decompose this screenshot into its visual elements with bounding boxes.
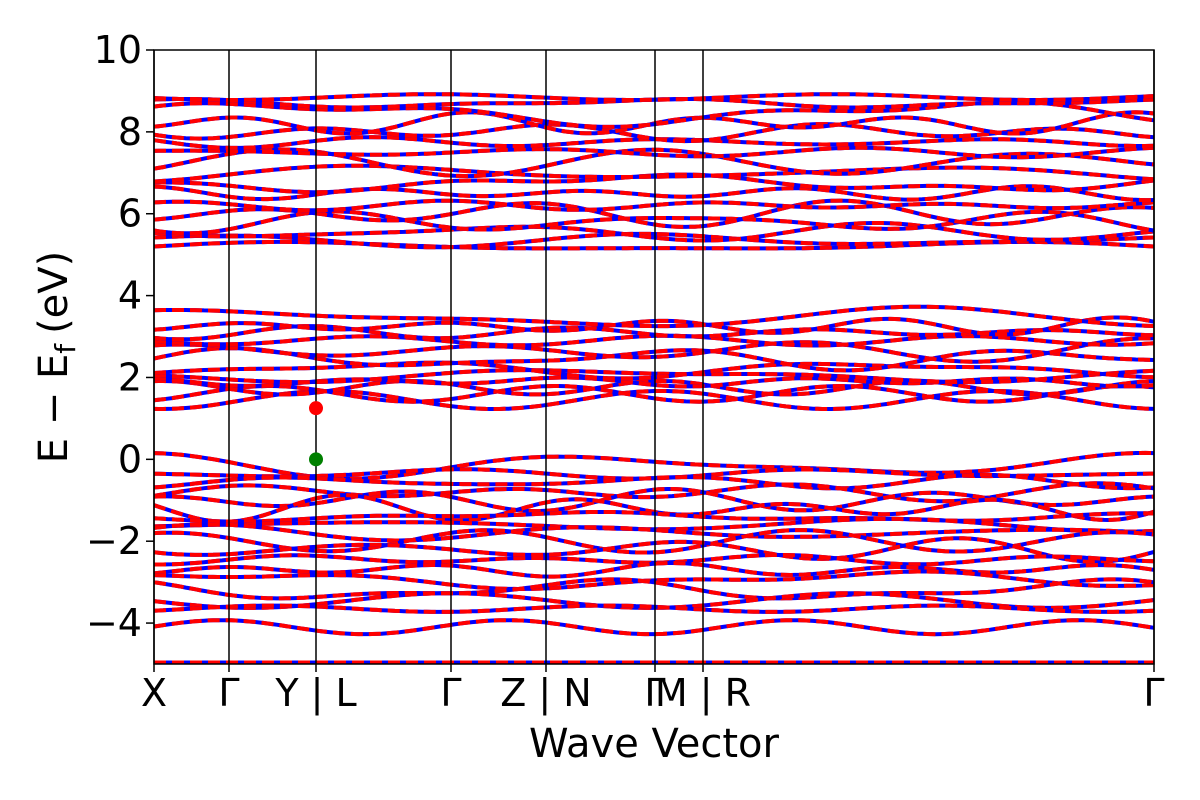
band-spin-down	[154, 553, 1155, 567]
band-spin-up	[153, 360, 1155, 381]
x-tick-label: X	[141, 671, 167, 715]
band-spin-down	[153, 97, 1155, 110]
band-spin-down	[153, 315, 1155, 337]
y-axis-label-unit: (eV)	[31, 251, 77, 334]
band-spin-down	[153, 591, 1155, 610]
band-spin-down	[153, 92, 1155, 102]
y-axis-label: E − Ef (eV)	[31, 251, 82, 464]
plot-frame	[153, 49, 1155, 665]
band-spin-down	[153, 145, 1155, 160]
band-spin-down	[153, 304, 1155, 329]
band-spin-down	[153, 333, 1155, 348]
band-spin-down	[153, 163, 1155, 184]
band-spin-down	[153, 561, 1155, 579]
marker-vbm	[309, 452, 323, 467]
y-tick-label: 0	[118, 437, 142, 481]
y-axis-ticks: −4 −2 0 2 4 6 8 10	[86, 28, 154, 645]
band-spin-down	[153, 510, 1155, 524]
band-spin-down	[153, 528, 1155, 555]
band-spin-down	[153, 618, 1155, 637]
band-spin-down	[153, 135, 1155, 150]
marker-cbm	[309, 401, 323, 416]
band-spin-down	[153, 577, 1155, 601]
band-spin-down	[153, 569, 1155, 591]
y-tick-label: 4	[118, 274, 142, 318]
band-spin-down	[153, 336, 1154, 364]
band-spin-down	[153, 198, 1155, 229]
x-tick-label: Z | N	[500, 671, 591, 716]
y-axis-label-sub: f	[49, 343, 82, 354]
x-tick-label: Γ	[218, 671, 239, 715]
band-spin-down	[154, 172, 1155, 195]
band-spin-down	[153, 346, 1155, 373]
y-tick-label: 2	[118, 355, 142, 399]
y-axis-label-main: E − E	[31, 354, 77, 464]
band-spin-down	[153, 122, 1155, 144]
y-tick-label: 10	[94, 28, 142, 72]
band-spin-down	[153, 603, 1155, 614]
markers-layer	[309, 401, 323, 467]
band-spin-down	[153, 360, 1155, 381]
band-spin-down	[153, 536, 1155, 564]
y-tick-label: 6	[118, 192, 142, 236]
y-tick-label: −2	[86, 519, 142, 563]
x-tick-label: Γ	[440, 671, 461, 715]
band-spin-down	[153, 522, 1155, 543]
x-tick-label: Y | L	[274, 671, 356, 716]
bands-layer	[153, 92, 1155, 664]
y-tick-label: 8	[118, 110, 142, 154]
band-spin-down	[153, 472, 1155, 491]
band-spin-down	[153, 368, 1155, 385]
x-axis-label: Wave Vector	[529, 721, 780, 767]
x-tick-label: Γ	[1143, 671, 1164, 715]
band-spin-down	[153, 231, 1155, 250]
y-tick-label: −4	[86, 601, 142, 645]
band-spin-down	[153, 198, 1155, 213]
band-spin-down	[153, 221, 1155, 243]
band-spin-down	[153, 516, 1155, 534]
x-tick-label: M | R	[655, 671, 751, 716]
band-spin-down	[153, 379, 1155, 397]
x-tick-label: Γ	[644, 671, 665, 715]
band-spin-down	[153, 487, 1155, 514]
